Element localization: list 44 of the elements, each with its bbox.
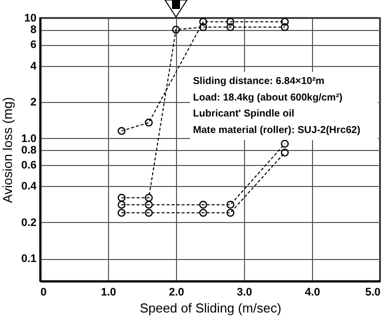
point xyxy=(280,148,289,157)
point xyxy=(280,18,289,26)
y-tick-label: 0.6 xyxy=(21,159,36,172)
point xyxy=(118,194,126,202)
x-axis-title: Speed of Sliding (m/sec) xyxy=(140,300,282,316)
point xyxy=(226,18,234,26)
annotation: Load: 18.4kg (about 600kg/cm²) xyxy=(193,92,342,104)
point xyxy=(199,200,208,209)
annotation: Mate material (roller): SUJ-2(Hrc62) xyxy=(193,124,360,136)
annotation: Lubricant' Spindle oil xyxy=(193,108,294,120)
point xyxy=(144,118,153,127)
x-tick-label: 0 xyxy=(40,286,47,298)
point xyxy=(199,23,208,32)
point xyxy=(118,127,126,135)
point xyxy=(199,18,208,26)
point xyxy=(280,23,289,32)
point xyxy=(172,26,180,34)
y-tick-label: 0.4 xyxy=(21,180,38,193)
x-tick-label: 1.0 xyxy=(100,286,116,298)
y-tick-label: 4 xyxy=(30,60,38,72)
y-tick-label: 2 xyxy=(30,96,36,109)
point xyxy=(144,208,153,217)
annotation: Sliding distance: 6.84×10²m xyxy=(193,76,325,87)
x-tick-label: 3.0 xyxy=(236,286,252,298)
x-tick-label: 2.0 xyxy=(168,286,184,298)
y-axis-title: Aviosion loss (mg) xyxy=(0,97,16,203)
point xyxy=(118,200,126,209)
y-tick-label: 6 xyxy=(30,39,36,52)
point xyxy=(226,23,234,32)
point xyxy=(144,194,153,202)
y-tick-label: 8 xyxy=(30,24,36,36)
y-tick-label: 0.8 xyxy=(21,144,36,156)
point xyxy=(280,140,289,148)
point xyxy=(226,208,234,217)
point xyxy=(118,208,126,217)
y-tick-label: 0.2 xyxy=(21,216,36,229)
x-tick-label: 4.0 xyxy=(304,286,320,298)
y-tick-label: 1.0 xyxy=(21,132,36,145)
x-tick-label: 5.0 xyxy=(365,286,380,298)
y-tick-label: 10 xyxy=(24,12,36,24)
point xyxy=(199,208,208,217)
point xyxy=(144,200,153,209)
y-tick-label: 0.1 xyxy=(21,253,36,266)
point xyxy=(226,200,234,209)
